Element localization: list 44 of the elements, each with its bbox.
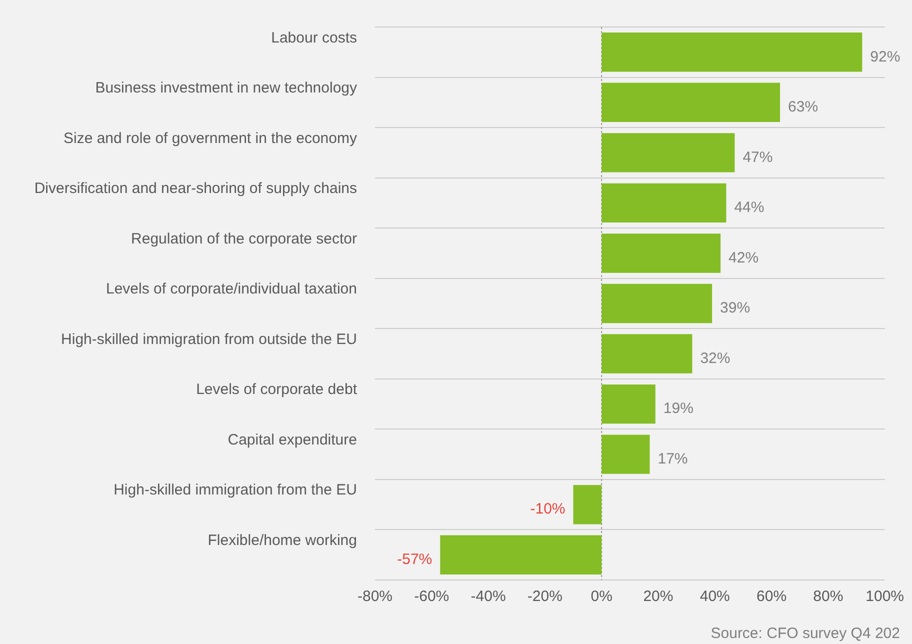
data-label: 39%: [720, 300, 750, 317]
x-tick-label: -40%: [470, 588, 506, 606]
bar: [602, 32, 862, 72]
x-tick-label: -20%: [527, 588, 562, 606]
data-label: 42%: [728, 249, 759, 266]
bar: [573, 484, 602, 524]
y-tick-label: Size and role of government in the economy: [63, 130, 358, 147]
y-tick-label: Labour costs: [271, 29, 357, 46]
y-tick-label: Levels of corporate debt: [196, 381, 358, 398]
x-tick-label: 60%: [756, 588, 787, 606]
x-tick-label: 40%: [700, 588, 730, 606]
bar: [602, 384, 656, 424]
y-tick-label: High-skilled immigration from outside the EU: [61, 330, 357, 348]
data-label: 44%: [734, 199, 764, 216]
x-tick-label: 0%: [590, 588, 612, 606]
x-tick-label: 80%: [813, 588, 844, 606]
bar: [602, 234, 721, 273]
bar: [602, 183, 726, 223]
bar: [602, 284, 712, 324]
data-label: 19%: [663, 400, 694, 418]
y-tick-label: Business investment in new technology: [95, 80, 358, 97]
x-tick-label: -60%: [414, 588, 450, 606]
data-label: 17%: [658, 450, 688, 468]
data-label: 92%: [870, 48, 900, 66]
bar: [602, 334, 692, 374]
bar: [602, 133, 735, 172]
bar: [602, 434, 650, 474]
source-note: Source: CFO survey Q4 202: [710, 625, 900, 642]
x-tick-label: 100%: [866, 588, 904, 606]
data-label: 32%: [700, 350, 730, 367]
y-tick-label: Levels of corporate/individual taxation: [106, 280, 357, 298]
data-label: 63%: [788, 98, 818, 116]
bar: [440, 535, 602, 574]
x-tick-label: -80%: [357, 588, 393, 606]
y-tick-label: High-skilled immigration from the EU: [114, 482, 357, 499]
y-tick-label: Diversification and near-shoring of supply chains: [34, 180, 357, 198]
data-label: 47%: [742, 148, 773, 166]
data-label: -57%: [397, 551, 432, 568]
x-tick-label: 20%: [643, 588, 674, 606]
y-tick-label: Flexible/home working: [208, 532, 357, 550]
y-tick-label: Regulation of the corporate sector: [131, 230, 358, 248]
data-label: -10%: [530, 500, 566, 518]
bar: [602, 82, 780, 122]
y-tick-label: Capital expenditure: [228, 431, 357, 448]
